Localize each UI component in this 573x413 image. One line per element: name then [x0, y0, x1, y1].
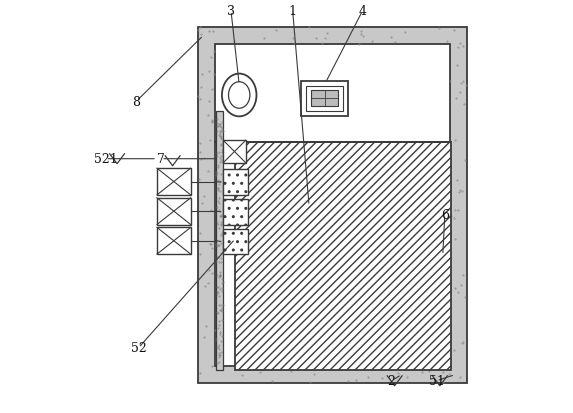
Ellipse shape [222, 74, 257, 117]
Text: 1: 1 [289, 5, 297, 18]
Text: 8: 8 [132, 95, 140, 108]
Bar [301, 81, 348, 116]
Text: 521: 521 [94, 153, 117, 166]
Text: 3: 3 [227, 5, 235, 18]
Text: 4: 4 [359, 5, 367, 18]
Text: 6: 6 [441, 208, 449, 221]
Text: 51: 51 [429, 374, 445, 387]
Bar [157, 169, 191, 195]
Bar [198, 28, 468, 383]
Bar [223, 141, 246, 164]
Bar [215, 45, 450, 366]
Bar [235, 143, 451, 370]
Bar [157, 198, 191, 225]
Bar [216, 112, 223, 370]
Ellipse shape [229, 83, 250, 109]
Bar [157, 228, 191, 254]
Text: 2: 2 [387, 374, 395, 387]
Bar [223, 170, 248, 195]
Bar [223, 229, 248, 254]
Bar [306, 86, 343, 112]
Bar [223, 199, 248, 225]
Text: 52: 52 [131, 342, 146, 354]
Bar [311, 91, 338, 107]
Text: 7: 7 [157, 153, 165, 166]
